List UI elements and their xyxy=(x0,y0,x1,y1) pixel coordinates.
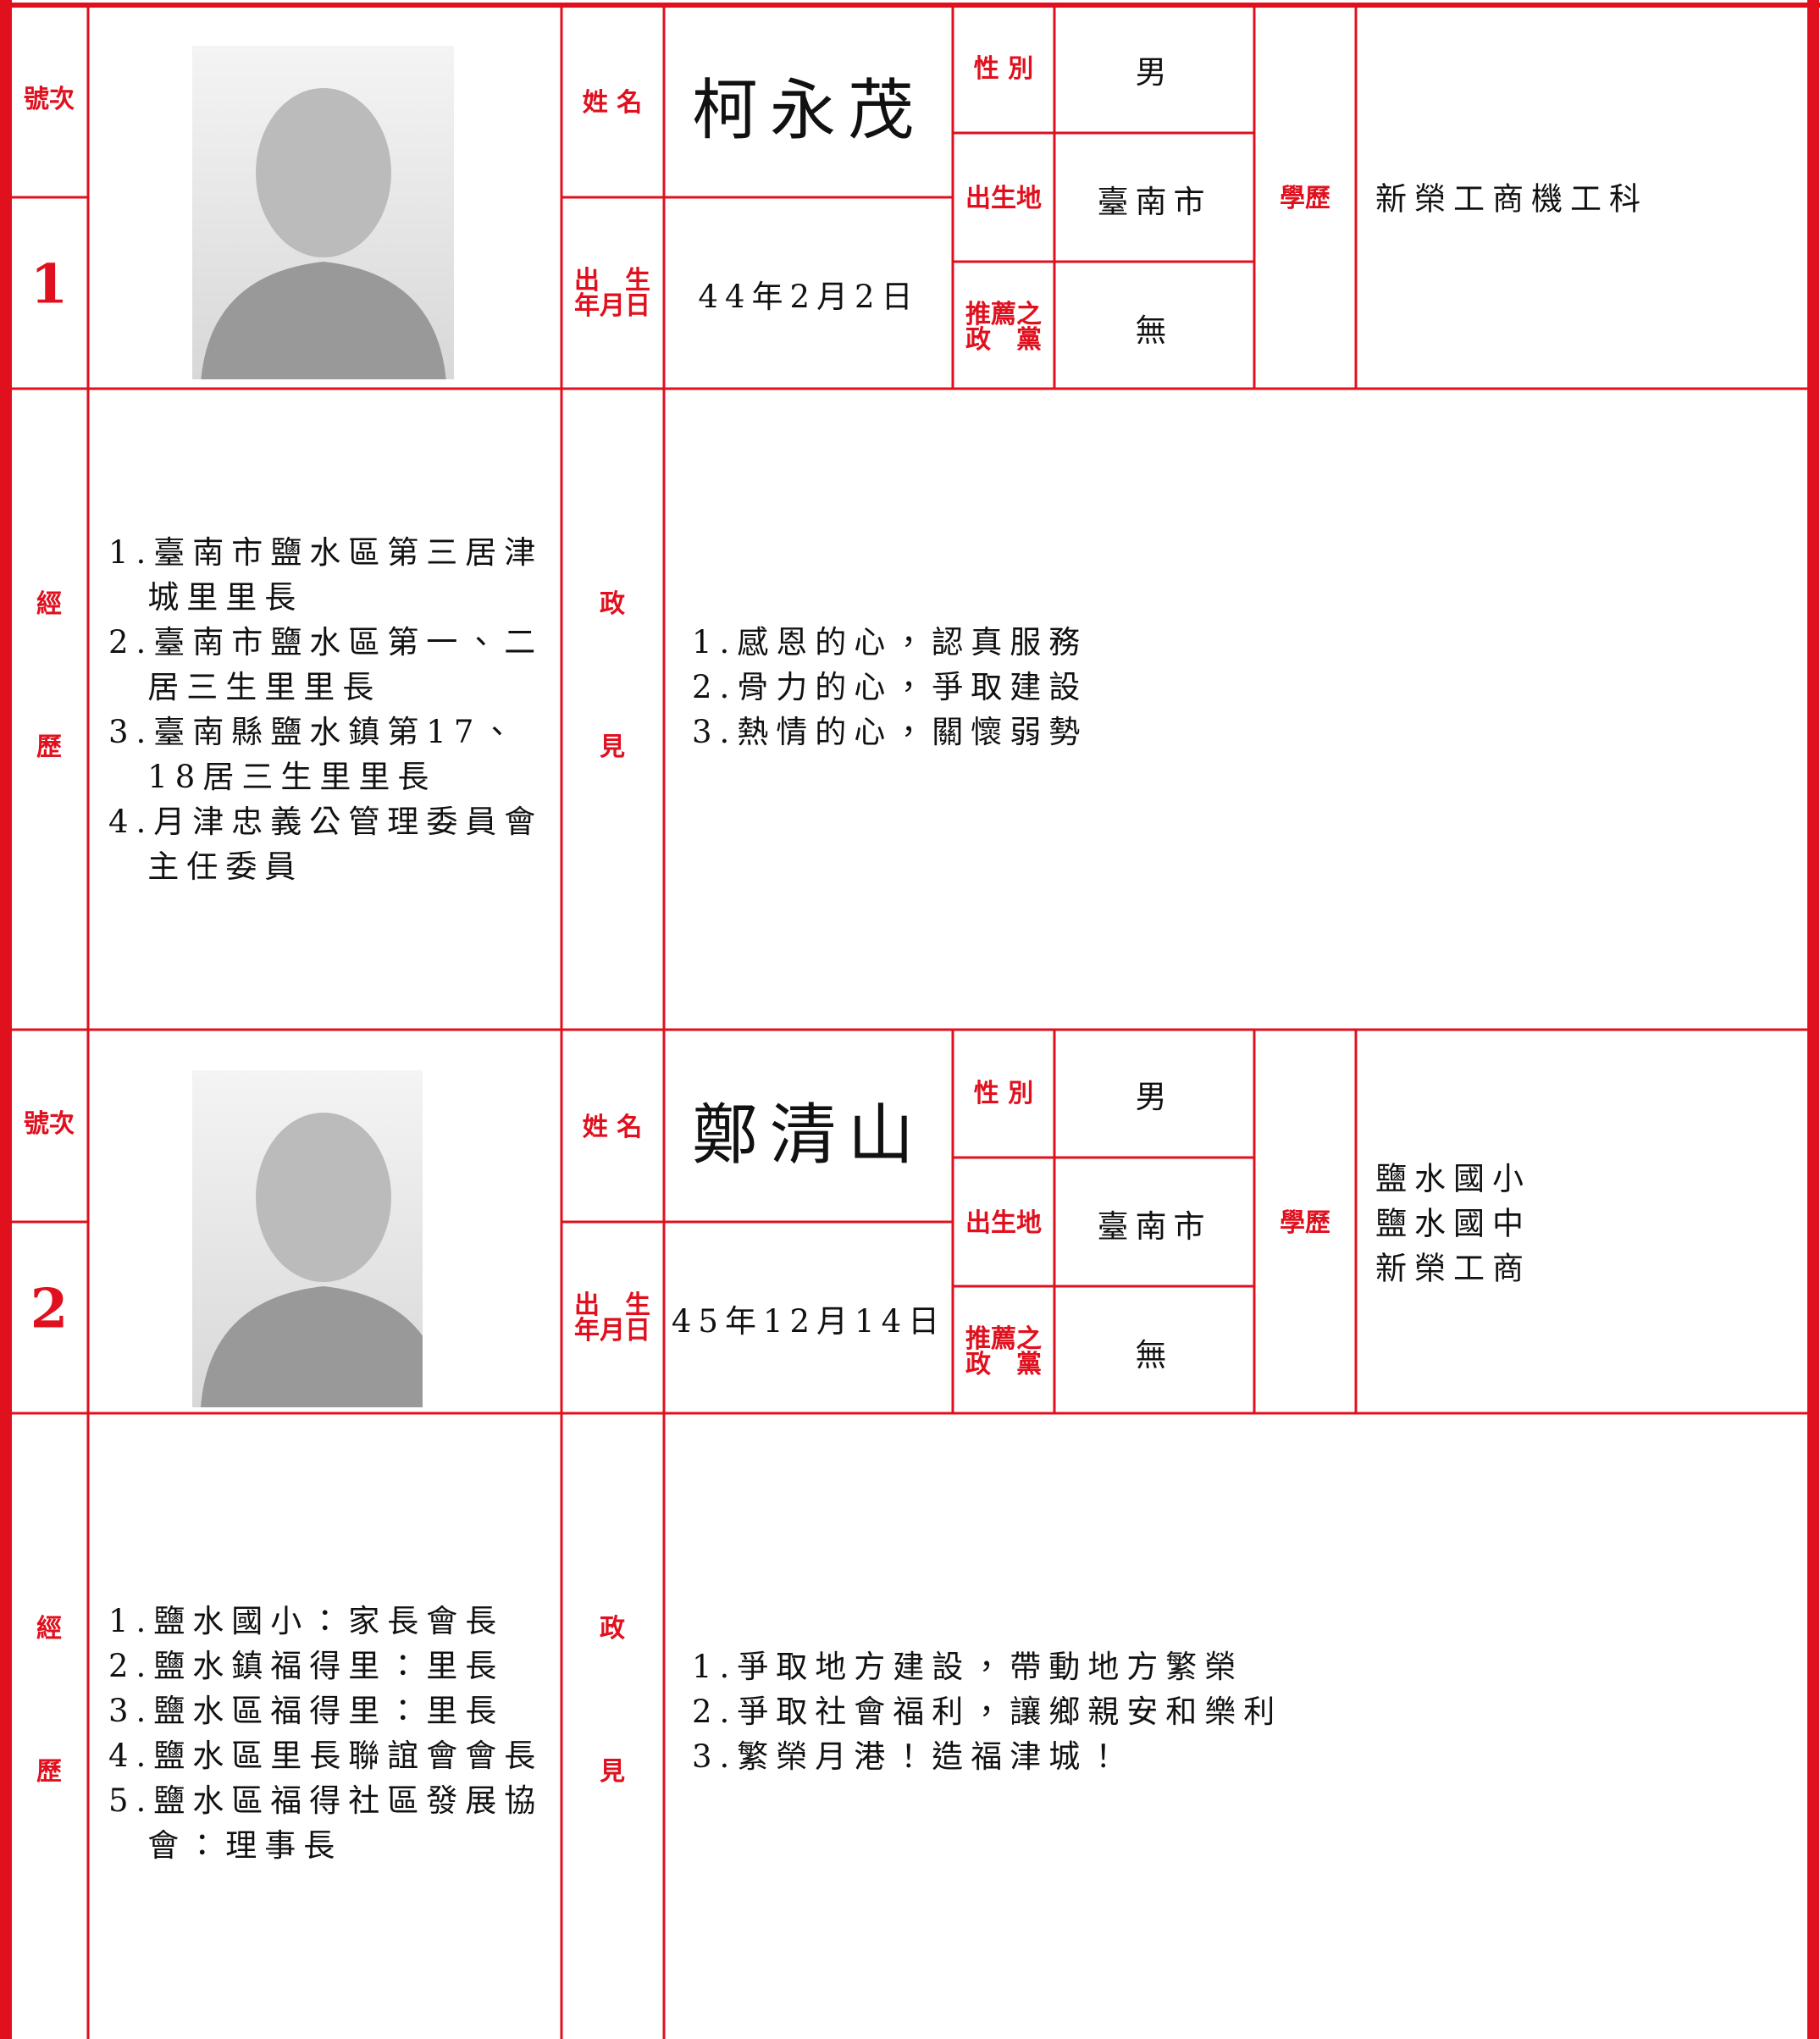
platform-label: 政 xyxy=(600,589,625,619)
experience-label: 歷 xyxy=(36,1757,62,1787)
name-label: 姓 名 xyxy=(582,1113,643,1142)
experience-item: 1.鹽水國小：家長會長 xyxy=(108,1603,505,1639)
name-label: 姓 名 xyxy=(582,88,643,118)
platform-item: 1.感恩的心，認真服務 xyxy=(692,624,1088,660)
party: 無 xyxy=(1135,312,1174,349)
candidate-photo xyxy=(192,46,454,379)
candidate-number: 2 xyxy=(30,1277,69,1341)
experience-list: 1.臺南市鹽水區第三居津城里里長 2.臺南市鹽水區第一、二居三生里里長 3.臺南縣鹽… xyxy=(108,530,550,889)
birthplace-label: 出生地 xyxy=(965,1208,1042,1238)
platform-label: 見 xyxy=(600,732,625,762)
experience-label: 經 xyxy=(36,1614,62,1644)
platform-item: 1.爭取地方建設，帶動地方繁榮 xyxy=(692,1649,1244,1685)
gender-label: 性 別 xyxy=(973,54,1034,84)
education: 鹽水國小鹽水國中新榮工商 xyxy=(1375,1157,1531,1291)
education-label: 學歷 xyxy=(1280,1208,1330,1238)
party-label-line: 政 黨 xyxy=(965,1350,1042,1379)
platform-item: 3.繁榮月港！造福津城！ xyxy=(692,1738,1127,1775)
experience-item: 2.臺南市鹽水區第一、二居三生里里長 xyxy=(108,623,544,705)
experience-label: 經 xyxy=(36,589,62,619)
candidate-name: 柯永茂 xyxy=(691,73,927,149)
experience-item: 2.鹽水鎮福得里：里長 xyxy=(108,1648,505,1684)
birthplace-label: 出生地 xyxy=(965,184,1042,213)
number-label: 號次 xyxy=(24,85,75,114)
education-item: 鹽水國中 xyxy=(1375,1205,1531,1242)
platform-item: 2.骨力的心，爭取建設 xyxy=(692,669,1088,705)
experience-item: 5.鹽水區福得社區發展協會：理事長 xyxy=(108,1782,544,1864)
party-label-line: 推薦之 xyxy=(965,300,1042,329)
birthdate-label-line: 年月日 xyxy=(574,291,650,321)
portrait xyxy=(201,88,446,379)
platform-item: 3.熱情的心，關懷弱勢 xyxy=(692,714,1088,750)
birthdate: 45年12月14日 xyxy=(671,1303,947,1340)
party-label-line: 推薦之 xyxy=(965,1324,1042,1354)
party: 無 xyxy=(1135,1337,1174,1373)
experience-label: 歷 xyxy=(36,732,62,762)
portrait xyxy=(201,1113,423,1407)
education: 新榮工商機工科 xyxy=(1375,177,1648,222)
platform-list: 1.感恩的心，認真服務 2.骨力的心，爭取建設 3.熱情的心，關懷弱勢 xyxy=(692,620,1784,754)
experience-item: 3.臺南縣鹽水鎮第17、18居三生里里長 xyxy=(108,713,521,795)
education-item: 新榮工商 xyxy=(1375,1250,1531,1287)
gender: 男 xyxy=(1135,1079,1174,1115)
party-label-line: 政 黨 xyxy=(965,325,1042,355)
birthdate-label-line: 年月日 xyxy=(574,1316,650,1346)
candidate-photo xyxy=(192,1070,423,1407)
candidate-name: 鄭清山 xyxy=(691,1097,927,1174)
birthdate: 44年2月2日 xyxy=(698,279,920,315)
education-label: 學歷 xyxy=(1280,184,1330,213)
birthdate-label-line: 出 生 xyxy=(574,266,650,296)
party-label: 推薦之政 黨 xyxy=(965,1327,1042,1378)
party-label: 推薦之政 黨 xyxy=(965,302,1042,353)
birthdate-label: 出 生年月日 xyxy=(574,1293,650,1344)
gender: 男 xyxy=(1135,54,1174,91)
birthdate-label-line: 出 生 xyxy=(574,1290,650,1320)
experience-item: 4.月津忠義公管理委員會主任委員 xyxy=(108,803,544,885)
birthplace: 臺南市 xyxy=(1097,184,1212,220)
birthplace: 臺南市 xyxy=(1097,1208,1212,1245)
candidate-number: 1 xyxy=(30,252,69,317)
platform-list: 1.爭取地方建設，帶動地方繁榮 2.爭取社會福利，讓鄉親安和樂利 3.繁榮月港！造福… xyxy=(692,1644,1784,1779)
education-item: 鹽水國小 xyxy=(1375,1160,1531,1197)
birthdate-label: 出 生年月日 xyxy=(574,268,650,319)
education-item: 新榮工商機工科 xyxy=(1375,180,1648,218)
platform-item: 2.爭取社會福利，讓鄉親安和樂利 xyxy=(692,1694,1283,1730)
experience-item: 4.鹽水區里長聯誼會會長 xyxy=(108,1738,544,1774)
experience-item: 3.鹽水區福得里：里長 xyxy=(108,1693,505,1729)
platform-label: 政 xyxy=(600,1614,625,1644)
experience-list: 1.鹽水國小：家長會長 2.鹽水鎮福得里：里長 3.鹽水區福得里：里長 4.鹽水區里長… xyxy=(108,1599,550,1868)
platform-label: 見 xyxy=(600,1757,625,1787)
gender-label: 性 別 xyxy=(973,1079,1034,1108)
experience-item: 1.臺南市鹽水區第三居津城里里長 xyxy=(108,533,544,616)
number-label: 號次 xyxy=(24,1109,75,1139)
